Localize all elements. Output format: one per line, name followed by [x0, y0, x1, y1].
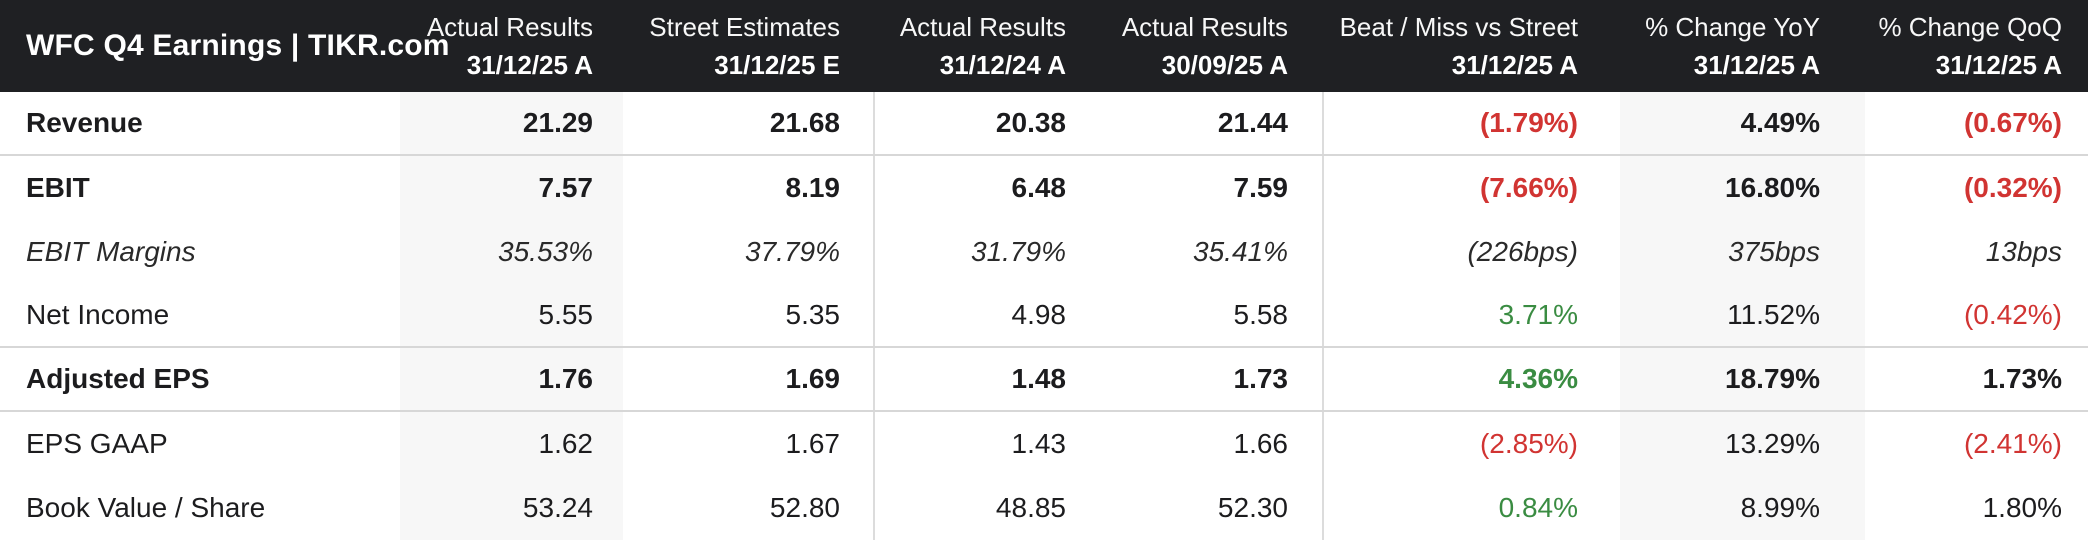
cell-value: 1.43	[873, 412, 1098, 476]
cell-value: 21.44	[1217, 107, 1288, 138]
cell-value: 35.53%	[400, 220, 623, 284]
column-header-period: 31/12/25 E	[714, 49, 840, 80]
cell-value: 4.49%	[1620, 92, 1865, 154]
table-title: WFC Q4 Earnings | TIKR.com	[26, 29, 450, 62]
column-header-actual-results-q4-25: Actual Results 31/12/25 A	[400, 0, 623, 92]
column-header-actual-results-q3-25: Actual Results 30/09/25 A	[1098, 0, 1322, 92]
cell-value: 3.71%	[1322, 284, 1620, 346]
cell-value: 52.80	[769, 492, 840, 523]
table-row: Revenue 21.29 21.68 20.38 21.44 (1.79%) 4.49% (…	[0, 92, 2088, 156]
row-label: EPS GAAP	[26, 428, 168, 459]
cell-value: 20.38	[873, 92, 1098, 154]
cell-value: 7.57	[400, 156, 623, 220]
column-header-street-estimates: Street Estimates 31/12/25 E	[623, 0, 873, 92]
cell-value: 6.48	[873, 156, 1098, 220]
row-label: Book Value / Share	[26, 492, 266, 523]
cell-value: (2.85%)	[1322, 412, 1620, 476]
cell-value: 8.99%	[1620, 476, 1865, 540]
cell-value: 5.55	[400, 284, 623, 346]
cell-value: 35.41%	[1193, 236, 1288, 267]
column-header-period: 31/12/25 A	[1935, 49, 2062, 80]
cell-value: (1.79%)	[1322, 92, 1620, 154]
column-header-period: 31/12/25 A	[1451, 49, 1578, 80]
cell-value: 31.79%	[873, 220, 1098, 284]
cell-value: (0.32%)	[1963, 172, 2062, 203]
cell-value: 4.98	[873, 284, 1098, 346]
table-row: Book Value / Share 53.24 52.80 48.85 52.30 0.…	[0, 476, 2088, 540]
column-header-change-yoy: % Change YoY 31/12/25 A	[1620, 0, 1865, 92]
cell-value: 1.69	[785, 363, 841, 394]
row-label: Revenue	[26, 107, 143, 138]
cell-value: 53.24	[400, 476, 623, 540]
column-header-beat-miss: Beat / Miss vs Street 31/12/25 A	[1322, 0, 1620, 92]
column-header-label: Actual Results	[1121, 11, 1288, 42]
cell-value: 13.29%	[1620, 412, 1865, 476]
cell-value: (7.66%)	[1322, 156, 1620, 220]
cell-value: 4.36%	[1322, 348, 1620, 410]
cell-value: 375bps	[1620, 220, 1865, 284]
cell-value: 16.80%	[1620, 156, 1865, 220]
cell-value: 1.73%	[1982, 363, 2062, 394]
row-label: EBIT Margins	[26, 236, 196, 267]
column-header-change-qoq: % Change QoQ 31/12/25 A	[1865, 0, 2088, 92]
cell-value: 13bps	[1985, 236, 2062, 267]
cell-value: 1.76	[400, 348, 623, 410]
cell-value: 1.66	[1233, 428, 1289, 459]
column-header-label: Actual Results	[426, 11, 593, 42]
table-row: Adjusted EPS 1.76 1.69 1.48 1.73 4.36% 18.79% 1…	[0, 348, 2088, 412]
cell-value: 1.48	[873, 348, 1098, 410]
cell-value: 1.80%	[1982, 492, 2062, 523]
cell-value: 18.79%	[1620, 348, 1865, 410]
cell-value: 5.35	[785, 299, 841, 330]
column-header-label: % Change QoQ	[1878, 11, 2062, 42]
column-header-period: 31/12/25 A	[1693, 49, 1820, 80]
column-header-period: 31/12/24 A	[939, 49, 1066, 80]
column-header-label: % Change YoY	[1645, 11, 1820, 42]
cell-value: 0.84%	[1322, 476, 1620, 540]
table-row: EBIT Margins 35.53% 37.79% 31.79% 35.41% (226…	[0, 220, 2088, 284]
column-header-actual-results-q4-24: Actual Results 31/12/24 A	[873, 0, 1098, 92]
cell-value: (0.67%)	[1963, 107, 2062, 138]
cell-value: 8.19	[785, 172, 841, 203]
column-header-label: Beat / Miss vs Street	[1339, 11, 1578, 42]
cell-value: 21.68	[769, 107, 840, 138]
column-header-period: 31/12/25 A	[466, 49, 593, 80]
row-label: EBIT	[26, 172, 90, 203]
cell-value: (2.41%)	[1963, 428, 2062, 459]
cell-value: 11.52%	[1620, 284, 1865, 346]
row-label: Net Income	[26, 299, 170, 330]
cell-value: 37.79%	[745, 236, 840, 267]
table-row: EPS GAAP 1.62 1.67 1.43 1.66 (2.85%) 13.29% (2.…	[0, 412, 2088, 476]
column-header-period: 30/09/25 A	[1161, 49, 1288, 80]
cell-value: 5.58	[1233, 299, 1289, 330]
table-row: Net Income 5.55 5.35 4.98 5.58 3.71% 11.52% (0.…	[0, 284, 2088, 348]
cell-value: 48.85	[873, 476, 1098, 540]
column-header-label: Street Estimates	[649, 11, 840, 42]
cell-value: 1.67	[785, 428, 841, 459]
table-row: EBIT 7.57 8.19 6.48 7.59 (7.66%) 16.80% (0.32%)	[0, 156, 2088, 220]
cell-value: 52.30	[1217, 492, 1288, 523]
column-header-label: Actual Results	[899, 11, 1066, 42]
cell-value: (0.42%)	[1963, 299, 2062, 330]
cell-value: 7.59	[1233, 172, 1289, 203]
cell-value: 21.29	[400, 92, 623, 154]
cell-value: (226bps)	[1322, 220, 1620, 284]
table-body: Revenue 21.29 21.68 20.38 21.44 (1.79%) 4.49%(…	[0, 92, 2088, 540]
cell-value: 1.73	[1233, 363, 1289, 394]
table-header-row: WFC Q4 Earnings | TIKR.com Actual Result…	[0, 0, 2088, 92]
row-label: Adjusted EPS	[26, 363, 210, 394]
cell-value: 1.62	[400, 412, 623, 476]
